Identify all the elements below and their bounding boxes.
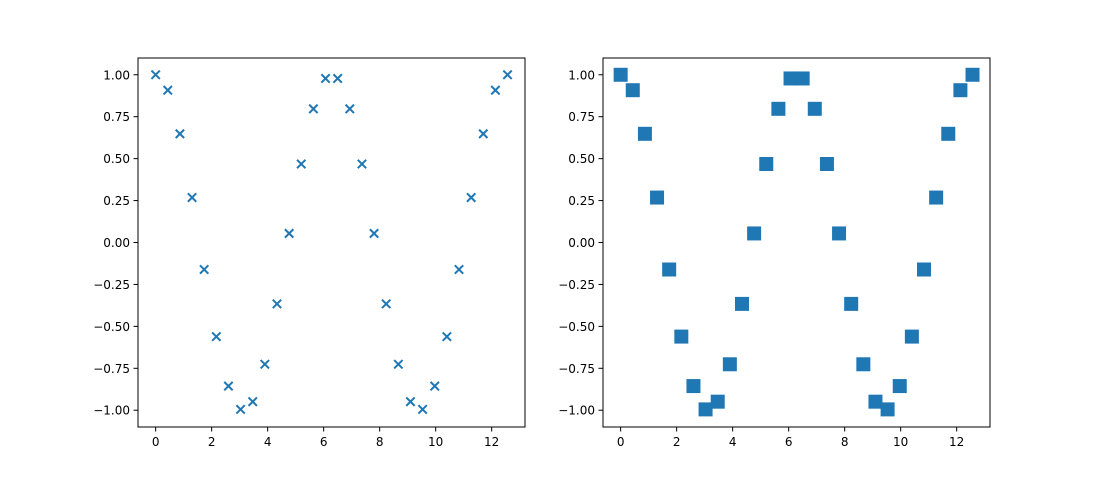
data-point-square (613, 67, 628, 82)
data-point-cross (466, 192, 477, 203)
data-point-square (880, 402, 895, 417)
data-point-cross (490, 85, 501, 96)
y-tick-label: −0.25 (93, 278, 130, 292)
data-point-cross (296, 159, 307, 169)
y-tick-label: 0.00 (103, 236, 130, 250)
data-point-square (722, 357, 737, 372)
data-point-square (734, 296, 749, 311)
y-tick-label: −1.00 (558, 404, 595, 418)
data-point-cross (235, 404, 246, 415)
data-point-cross (150, 69, 161, 80)
axes-frame (602, 57, 991, 428)
chart-left-cross-markers: 0 2 4 6 8 10 12 −1.00 −0.75 −0.50 −0.25 0.00 0.25 0.5… (93, 57, 526, 449)
data-point-square (832, 226, 847, 241)
data-point-cross (332, 73, 343, 84)
y-tick-label: 1.00 (568, 68, 595, 82)
x-tick-label: 8 (376, 435, 384, 449)
x-tick-label: 0 (152, 435, 160, 449)
data-point-square (625, 83, 640, 98)
y-tick-label: 0.25 (103, 194, 130, 208)
data-point-cross (429, 381, 440, 391)
data-point-square (674, 329, 689, 344)
data-point-square (807, 101, 822, 116)
data-point-square (710, 394, 725, 409)
data-point-square (819, 157, 834, 172)
y-tick-label: −1.00 (93, 404, 130, 418)
data-point-cross (320, 73, 331, 84)
data-point-square (953, 83, 968, 98)
data-point-cross (211, 331, 222, 342)
data-point-square (941, 126, 956, 141)
data-point-square (856, 357, 871, 372)
data-point-square (698, 402, 713, 417)
data-point-cross (417, 404, 428, 415)
data-point-cross (369, 228, 379, 239)
data-point-square (771, 101, 786, 116)
x-tick-label: 12 (949, 435, 964, 449)
y-tick-label: 0.50 (103, 152, 130, 166)
data-point-cross (357, 159, 367, 169)
data-point-cross (441, 331, 452, 342)
x-tick-label: 2 (208, 435, 216, 449)
y-tick-label: 0.25 (568, 194, 595, 208)
data-point-square (965, 67, 980, 82)
chart-right-square-markers: 0 2 4 6 8 10 12 −1.00 −0.75 −0.50 −0.25 0.00 0.25 0.5… (558, 57, 991, 449)
data-point-cross (199, 264, 210, 275)
data-point-square (650, 190, 665, 205)
data-point-cross (308, 103, 319, 114)
data-point-cross (393, 359, 404, 370)
data-point-square (795, 71, 810, 86)
x-tick-label: 8 (841, 435, 849, 449)
y-tick-label: 1.00 (103, 68, 130, 82)
data-point-cross (272, 298, 282, 309)
x-tick-label: 4 (729, 435, 737, 449)
y-tick-label: 0.50 (568, 152, 595, 166)
y-tick-label: −0.75 (558, 362, 595, 376)
data-point-square (747, 226, 762, 241)
axes-frame (137, 57, 526, 428)
data-point-cross (175, 128, 185, 139)
y-tick-label: −0.75 (93, 362, 130, 376)
y-tick-label: −0.25 (558, 278, 595, 292)
data-point-cross (223, 381, 234, 391)
x-tick-label: 10 (428, 435, 443, 449)
data-point-cross (381, 298, 392, 309)
x-tick-label: 6 (785, 435, 793, 449)
data-point-cross (187, 192, 197, 203)
data-point-square (783, 71, 798, 86)
y-tick-label: 0.75 (568, 110, 595, 124)
x-tick-label: 4 (264, 435, 272, 449)
data-point-square (892, 379, 907, 394)
data-point-cross (454, 264, 464, 275)
x-tick-label: 6 (320, 435, 328, 449)
data-point-square (844, 296, 859, 311)
data-point-square (904, 329, 919, 344)
x-tick-label: 0 (617, 435, 625, 449)
data-point-cross (247, 396, 258, 407)
y-tick-label: 0.75 (103, 110, 130, 124)
data-point-cross (259, 359, 270, 370)
data-point-square (868, 394, 883, 409)
x-tick-label: 12 (484, 435, 499, 449)
data-point-cross (162, 85, 173, 96)
data-point-cross (478, 128, 489, 139)
data-point-cross (284, 228, 295, 239)
y-tick-label: −0.50 (93, 320, 130, 334)
data-point-cross (502, 69, 513, 80)
y-tick-label: 0.00 (568, 236, 595, 250)
y-tick-label: −0.50 (558, 320, 595, 334)
data-point-square (662, 262, 677, 277)
data-point-cross (405, 396, 416, 407)
x-tick-label: 2 (673, 435, 681, 449)
data-point-square (637, 126, 652, 141)
data-point-square (929, 190, 944, 205)
data-point-square (759, 157, 774, 172)
data-point-cross (344, 103, 355, 114)
data-point-square (916, 262, 931, 277)
x-tick-label: 10 (893, 435, 908, 449)
data-point-square (686, 379, 701, 394)
